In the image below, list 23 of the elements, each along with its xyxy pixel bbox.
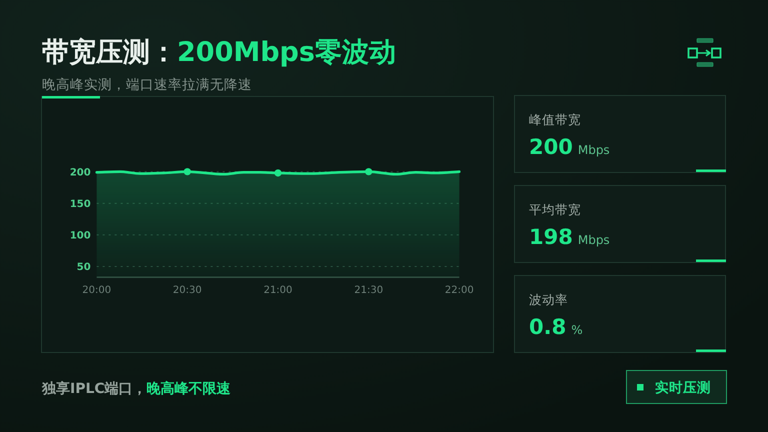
x-tick-label: 21:00 xyxy=(264,284,292,296)
text: 200 xyxy=(529,135,573,159)
text: % xyxy=(571,323,583,337)
y-tick-label: 150 xyxy=(70,198,91,210)
y-tick-label: 100 xyxy=(70,230,91,242)
chart-title: 带宽压测：200Mbps零波动 xyxy=(42,37,396,68)
text: 晚高峰不限速 xyxy=(146,380,232,397)
x-tick-label: 21:30 xyxy=(354,284,384,296)
text: 独享IPLC端口， xyxy=(41,380,147,397)
text: 平均带宽 xyxy=(529,202,581,217)
text: 0.8 xyxy=(529,315,566,339)
text: Mbps xyxy=(578,233,610,247)
chart-subtitle: 晚高峰实测，端口速率拉满无降速 xyxy=(42,77,252,93)
y-tick-label: 200 xyxy=(70,167,91,178)
text: 峰值带宽 xyxy=(529,112,581,127)
x-tick-label: 22:00 xyxy=(444,284,474,296)
text: 198 xyxy=(529,225,573,249)
x-tick-label: 20:30 xyxy=(172,284,202,296)
text: Mbps xyxy=(578,143,610,157)
y-tick-label: 50 xyxy=(76,262,91,274)
text: 波动率 xyxy=(529,292,568,307)
x-tick-label: 20:00 xyxy=(82,284,112,296)
button: 实时压测 xyxy=(626,370,727,404)
